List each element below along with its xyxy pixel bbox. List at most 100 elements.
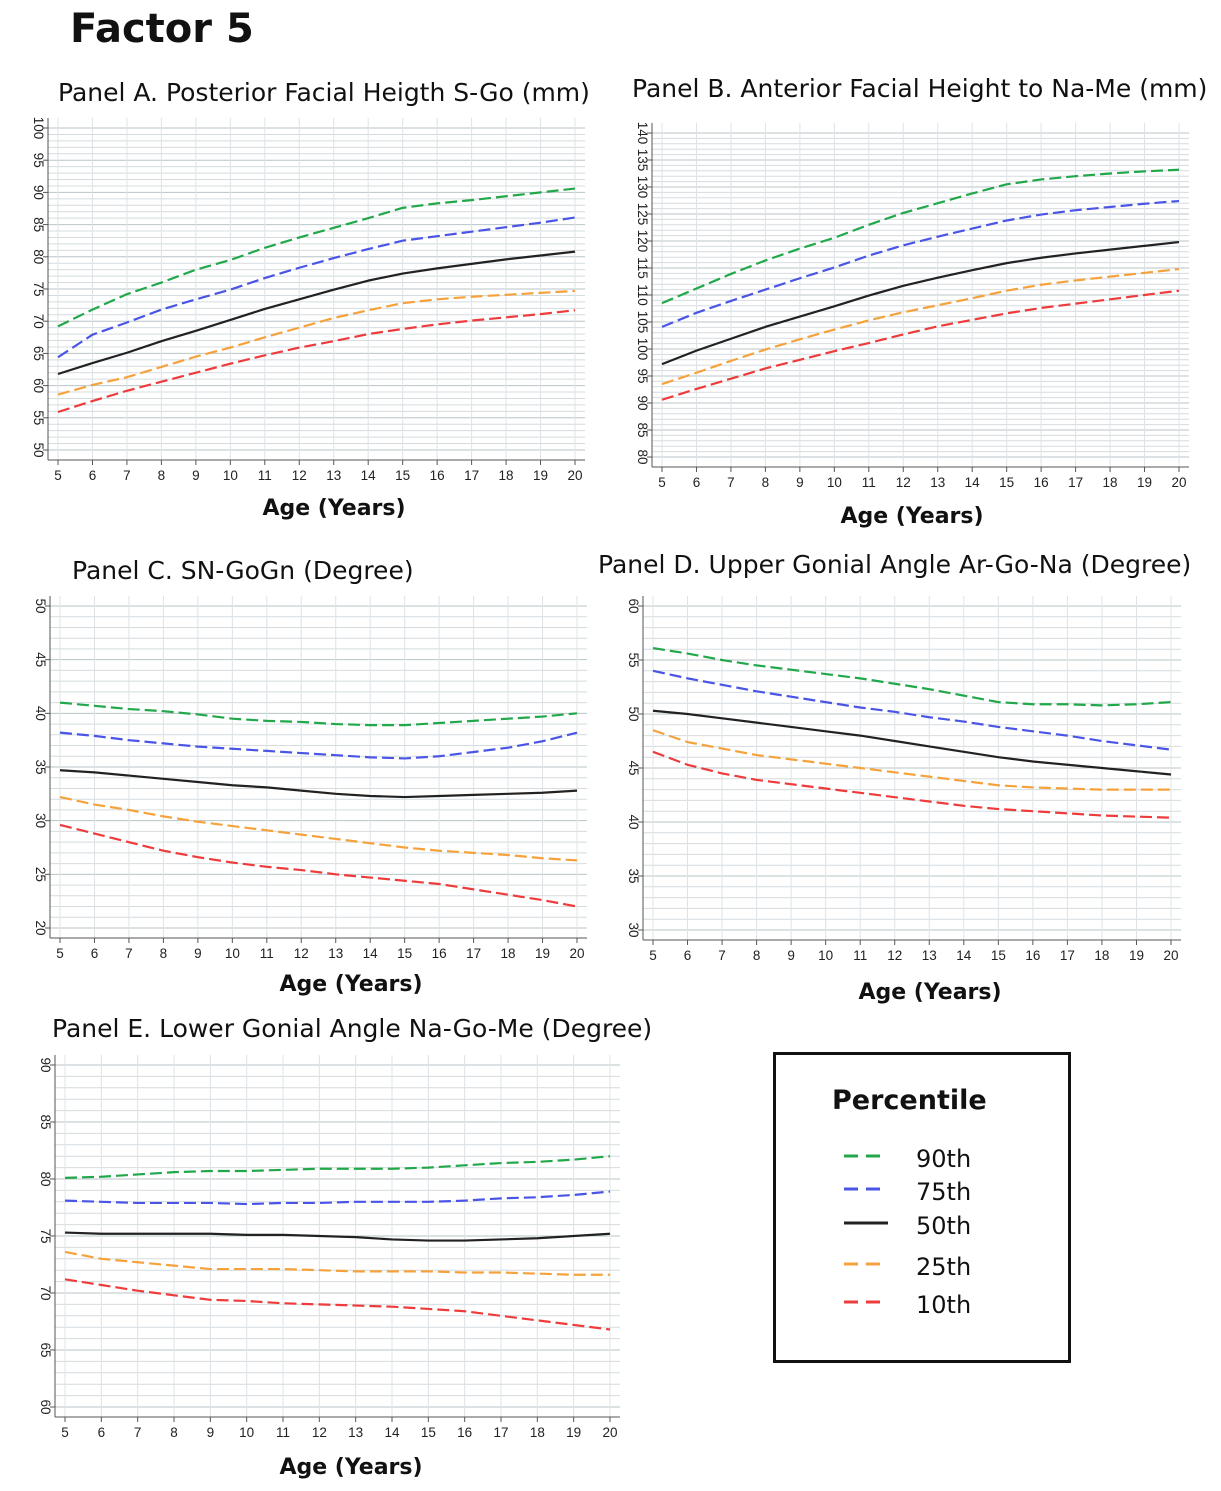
y-tick-label: 80 (31, 249, 46, 264)
legend-box: Percentile 90th 75th 50th 25th 10th (773, 1052, 1071, 1363)
y-tick-label: 110 (635, 284, 650, 306)
y-tick-label: 100 (635, 338, 650, 361)
y-tick-label: 25 (33, 867, 48, 882)
panel-d-xlabel: Age (Years) (858, 980, 1002, 1005)
y-tick-label: 70 (38, 1285, 53, 1300)
series-line-25th (64, 1250, 610, 1276)
x-tick-label: 17 (466, 946, 481, 961)
x-tick-label: 6 (89, 468, 97, 483)
grid (48, 118, 585, 460)
x-tick-label: 13 (326, 468, 341, 483)
panel-a-title: Panel A. Posterior Facial Heigth S-Go (m… (58, 78, 590, 107)
x-tick-label: 20 (1171, 475, 1186, 490)
x-tick-label: 16 (432, 946, 447, 961)
x-tick-label: 16 (1034, 475, 1049, 490)
y-tick-label: 30 (626, 922, 641, 937)
x-tick-label: 12 (294, 946, 309, 961)
x-tick-label: 20 (602, 1425, 617, 1440)
x-tick-label: 10 (827, 475, 842, 490)
y-tick-label: 75 (38, 1228, 53, 1243)
y-tick-label: 105 (635, 311, 650, 334)
x-tick-label: 17 (1068, 475, 1083, 490)
x-tick-label: 12 (896, 475, 911, 490)
y-tick-label: 35 (33, 759, 48, 774)
series-line-10th (661, 289, 1180, 401)
x-tick-label: 18 (499, 468, 514, 483)
y-tick-label: 85 (635, 422, 650, 437)
x-tick-label: 9 (207, 1425, 215, 1440)
x-tick-label: 6 (91, 946, 99, 961)
series-line-50th (59, 769, 578, 799)
x-tick-label: 17 (1060, 948, 1075, 963)
y-tick-label: 75 (31, 281, 46, 296)
grid (643, 596, 1181, 940)
legend-swatch-10th (844, 1300, 888, 1304)
x-tick-label: 12 (292, 468, 307, 483)
x-tick-label: 15 (395, 468, 410, 483)
y-tick-label: 90 (31, 185, 46, 200)
x-tick-label: 16 (430, 468, 445, 483)
y-tick-label: 125 (635, 203, 650, 226)
x-tick-label: 10 (223, 468, 238, 483)
x-tick-label: 11 (258, 468, 272, 483)
x-tick-label: 10 (239, 1425, 254, 1440)
x-tick-label: 14 (965, 475, 981, 490)
x-tick-label: 16 (457, 1425, 472, 1440)
y-tick-label: 45 (626, 760, 641, 775)
y-tick-label: 55 (31, 410, 46, 425)
series-line-75th (57, 216, 576, 359)
x-tick-label: 11 (862, 475, 876, 490)
x-tick-label: 15 (999, 475, 1014, 490)
x-tick-label: 5 (56, 946, 64, 961)
legend-label-10th: 10th (916, 1291, 972, 1319)
x-tick-label: 18 (1094, 948, 1109, 963)
x-tick-label: 12 (312, 1425, 327, 1440)
y-tick-label: 85 (38, 1114, 53, 1129)
y-tick-label: 45 (33, 652, 48, 667)
y-tick-label: 50 (33, 598, 48, 613)
x-tick-label: 18 (501, 946, 516, 961)
y-tick-label: 60 (31, 378, 46, 393)
x-tick-label: 8 (753, 948, 761, 963)
series-line-25th (661, 267, 1180, 386)
y-tick-label: 115 (635, 257, 650, 279)
legend-swatch-90th (844, 1154, 888, 1158)
series-line-90th (59, 701, 578, 727)
series-line-90th (652, 647, 1172, 707)
x-tick-label: 13 (922, 948, 937, 963)
series-line-25th (652, 729, 1171, 791)
series-line-90th (57, 187, 576, 328)
y-tick-label: 130 (635, 176, 650, 199)
y-tick-label: 65 (31, 346, 46, 361)
x-tick-label: 6 (693, 475, 701, 490)
x-tick-label: 11 (260, 946, 274, 961)
y-tick-label: 90 (38, 1057, 53, 1072)
y-tick-label: 40 (626, 814, 641, 829)
x-tick-label: 7 (134, 1425, 142, 1440)
legend-swatch-25th (844, 1262, 888, 1266)
x-tick-label: 20 (1163, 948, 1178, 963)
x-tick-label: 5 (54, 468, 62, 483)
panel-d-title: Panel D. Upper Gonial Angle Ar-Go-Na (De… (598, 550, 1192, 579)
x-tick-label: 18 (530, 1425, 545, 1440)
legend-label-50th: 50th (916, 1212, 972, 1240)
x-tick-label: 5 (649, 948, 657, 963)
x-tick-label: 13 (328, 946, 343, 961)
y-tick-label: 55 (626, 652, 641, 667)
x-tick-label: 11 (853, 948, 867, 963)
series-line-10th (57, 309, 576, 414)
series-line-50th (661, 240, 1180, 366)
panel-c-xlabel: Age (Years) (279, 972, 423, 997)
series-line-75th (59, 731, 578, 760)
x-tick-label: 15 (991, 948, 1006, 963)
x-tick-label: 8 (158, 468, 166, 483)
y-tick-label: 70 (31, 314, 46, 329)
y-tick-label: 20 (33, 920, 48, 935)
x-tick-label: 6 (684, 948, 692, 963)
panel-b-xlabel: Age (Years) (840, 504, 984, 529)
legend-label-25th: 25th (916, 1253, 972, 1281)
x-tick-label: 7 (718, 948, 726, 963)
